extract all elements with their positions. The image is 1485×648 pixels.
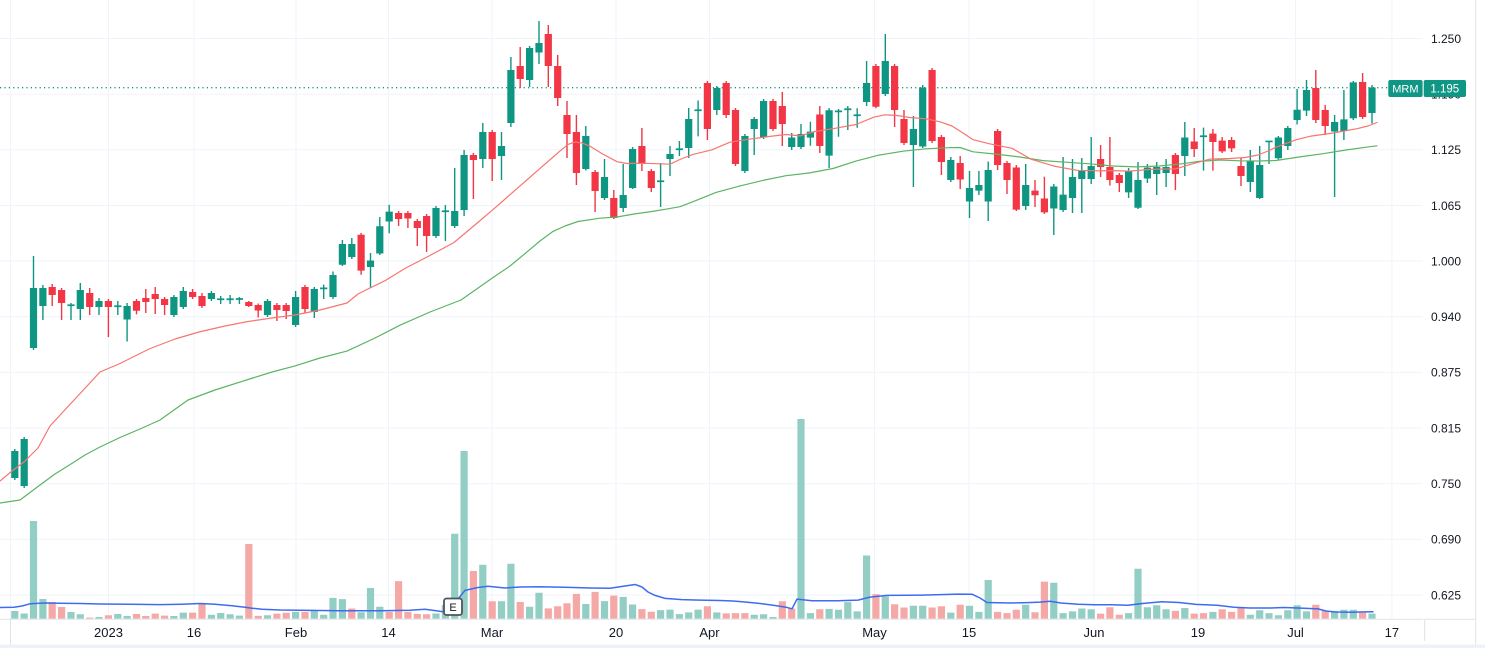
svg-text:1.065: 1.065 <box>1431 199 1461 213</box>
svg-text:1.250: 1.250 <box>1431 32 1461 46</box>
svg-text:Mar: Mar <box>481 625 504 640</box>
svg-text:0.875: 0.875 <box>1431 366 1461 380</box>
svg-text:1.000: 1.000 <box>1431 254 1461 268</box>
svg-text:Feb: Feb <box>285 625 307 640</box>
svg-text:19: 19 <box>1191 625 1205 640</box>
svg-text:0.940: 0.940 <box>1431 310 1461 324</box>
svg-text:MRM: MRM <box>1392 84 1418 96</box>
svg-text:0.690: 0.690 <box>1431 533 1461 547</box>
svg-text:14: 14 <box>381 625 395 640</box>
svg-text:1.125: 1.125 <box>1431 143 1461 157</box>
svg-text:Jun: Jun <box>1084 625 1105 640</box>
svg-text:20: 20 <box>609 625 623 640</box>
svg-text:1.195: 1.195 <box>1430 84 1459 96</box>
svg-text:17: 17 <box>1385 625 1399 640</box>
svg-text:0.815: 0.815 <box>1431 421 1461 435</box>
svg-text:Jul: Jul <box>1287 625 1304 640</box>
svg-text:May: May <box>862 625 887 640</box>
svg-text:16: 16 <box>187 625 201 640</box>
svg-text:15: 15 <box>962 625 976 640</box>
svg-text:0.750: 0.750 <box>1431 477 1461 491</box>
svg-text:Apr: Apr <box>699 625 720 640</box>
svg-text:2023: 2023 <box>94 625 123 640</box>
svg-text:E: E <box>449 602 456 614</box>
svg-text:0.625: 0.625 <box>1431 588 1461 602</box>
